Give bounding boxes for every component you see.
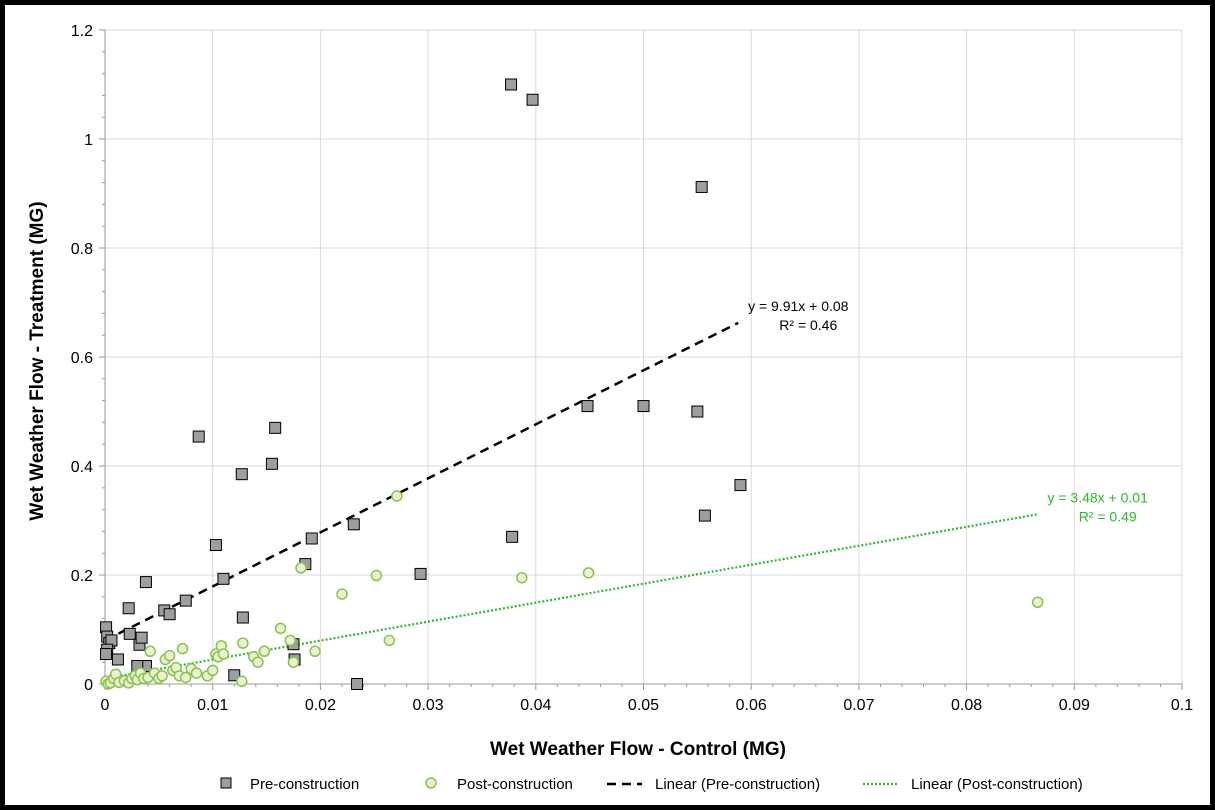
point-pre — [100, 648, 113, 661]
point-pre — [123, 627, 136, 640]
legend-label-pre-trend: Linear (Pre-construction) — [655, 776, 820, 793]
x-tick-label: 0.01 — [197, 697, 228, 714]
point-post — [287, 656, 300, 668]
y-tick-label: 0 — [84, 677, 93, 694]
legend-item-post: Post-construction — [425, 776, 573, 793]
point-post — [258, 645, 271, 658]
point-post — [176, 642, 189, 655]
y-tick-label: 0.4 — [71, 459, 93, 476]
point-post — [236, 675, 248, 688]
legend-square-marker — [220, 777, 232, 789]
point-post — [336, 588, 348, 600]
trend-equations: y = 9.91x + 0.08 R² = 0.46 y = 3.48x + 0.0… — [748, 298, 1148, 524]
x-tick-labels: 0 0.01 0.02 0.03 0.04 0.05 0.06 0.07 0.08 0.09 0.1 — [101, 697, 1194, 714]
point-post — [370, 569, 383, 582]
point-pre — [734, 479, 747, 492]
point-post — [156, 670, 168, 682]
gridlines — [105, 29, 1183, 684]
axes — [99, 29, 1183, 690]
y-tick-label: 1.2 — [71, 23, 93, 40]
x-tick-label: 0.07 — [843, 697, 874, 714]
point-pre — [637, 400, 650, 413]
x-tick-label: 0 — [101, 697, 110, 714]
point-post — [180, 671, 192, 684]
point-pre — [414, 567, 427, 580]
x-tick-label: 0.04 — [520, 697, 551, 714]
x-tick-label: 0.09 — [1059, 697, 1090, 714]
legend-circle-marker — [425, 777, 437, 789]
point-post — [206, 664, 219, 677]
point-post — [190, 667, 203, 679]
point-pre — [236, 611, 249, 624]
x-tick-label: 0.08 — [951, 697, 982, 714]
legend-item-pre: Pre-construction — [220, 776, 359, 793]
point-pre — [265, 457, 278, 470]
y-tick-label: 0.8 — [71, 241, 93, 258]
point-pre — [163, 608, 176, 621]
trend-r2: R² = 0.49 — [1079, 508, 1137, 524]
legend-label-post: Post-construction — [457, 776, 573, 793]
point-post — [309, 645, 321, 658]
y-tick-label: 1 — [84, 132, 93, 149]
point-post — [274, 622, 287, 635]
point-pre — [209, 539, 222, 552]
point-pre — [526, 93, 539, 106]
point-post — [1031, 596, 1044, 608]
point-pre — [235, 468, 248, 481]
point-pre — [698, 509, 711, 522]
point-post — [516, 571, 528, 584]
point-pre — [695, 180, 708, 193]
legend-item-pre-trend: Linear (Pre-construction) — [607, 776, 820, 793]
point-pre — [122, 602, 135, 615]
point-post — [237, 637, 249, 649]
trend-equation: y = 3.48x + 0.01 — [1047, 489, 1148, 505]
point-pre — [305, 532, 318, 545]
x-tick-label: 0.05 — [628, 697, 659, 714]
x-axis-title: Wet Weather Flow - Control (MG) — [490, 739, 786, 760]
data-points — [100, 78, 1044, 690]
x-tick-label: 0.06 — [736, 697, 767, 714]
y-tick-label: 0.2 — [71, 568, 93, 585]
point-pre — [347, 518, 360, 531]
x-tick-label: 0.02 — [305, 697, 336, 714]
point-post — [163, 649, 176, 662]
point-pre — [111, 653, 124, 666]
point-post — [391, 490, 403, 502]
y-tick-labels: 0 0.2 0.4 0.6 0.8 1 1.2 — [71, 23, 93, 694]
point-pre — [269, 421, 282, 434]
point-pre — [139, 576, 152, 589]
point-post — [252, 656, 264, 668]
y-tick-label: 0.6 — [71, 350, 93, 367]
point-pre — [506, 530, 519, 543]
trendline-0 — [104, 321, 739, 642]
point-post — [295, 562, 307, 574]
legend-item-post-trend: Linear (Post-construction) — [863, 776, 1083, 793]
legend: Pre-construction Post-construction Linea… — [220, 776, 1083, 793]
point-pre — [351, 678, 364, 690]
point-pre — [192, 430, 205, 443]
chart-frame: 0 0.01 0.02 0.03 0.04 0.05 0.06 0.07 0.08 0.09 0.1… — [5, 5, 1210, 805]
trend-r2: R² = 0.46 — [779, 317, 837, 333]
point-pre — [691, 405, 704, 418]
x-tick-label: 0.03 — [413, 697, 444, 714]
trend-equation: y = 9.91x + 0.08 — [748, 298, 849, 314]
point-post — [383, 634, 396, 647]
point-pre — [217, 572, 230, 585]
point-pre — [135, 631, 148, 644]
point-post — [284, 634, 296, 647]
point-post — [582, 567, 595, 579]
point-pre — [505, 78, 518, 91]
point-post — [144, 645, 156, 658]
point-pre — [179, 594, 192, 607]
point-pre — [581, 400, 594, 413]
legend-label-pre: Pre-construction — [250, 776, 359, 793]
trendline-1 — [104, 513, 1038, 680]
trendlines — [104, 321, 1038, 680]
scatter-chart: 0 0.01 0.02 0.03 0.04 0.05 0.06 0.07 0.08 0.09 0.1… — [27, 23, 1194, 793]
point-post — [217, 648, 230, 660]
y-axis-title: Wet Weather Flow - Treatment (MG) — [27, 201, 48, 520]
legend-label-post-trend: Linear (Post-construction) — [911, 776, 1083, 793]
point-pre — [228, 669, 241, 682]
x-tick-label: 0.1 — [1171, 697, 1193, 714]
